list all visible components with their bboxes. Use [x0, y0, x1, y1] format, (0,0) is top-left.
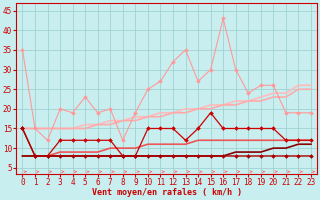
X-axis label: Vent moyen/en rafales ( km/h ): Vent moyen/en rafales ( km/h ) — [92, 188, 242, 197]
